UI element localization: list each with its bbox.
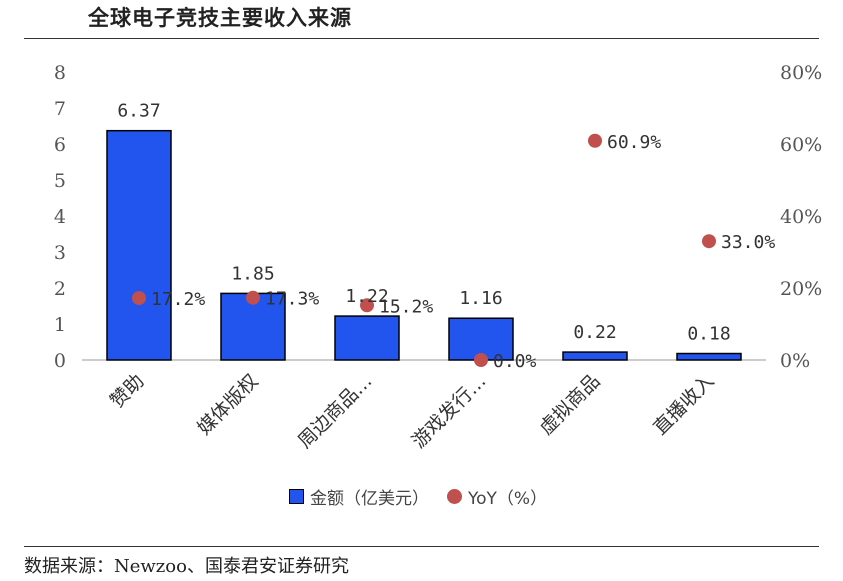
bar — [676, 352, 742, 361]
yoy-point — [588, 133, 602, 148]
y-right-tick-label: 80% — [780, 62, 822, 84]
yoy-point — [474, 353, 488, 367]
y-left-tick-label: 1 — [54, 314, 66, 336]
legend-label-amount: 金额（亿美元） — [310, 489, 429, 509]
bar-value-label: 1.85 — [231, 263, 274, 284]
yoy-value-label: 17.2% — [151, 289, 205, 310]
bar — [562, 351, 628, 361]
yoy-value-label: 17.3% — [265, 289, 319, 310]
legend-swatch-dot — [447, 489, 462, 504]
category-label: 媒体版权 — [193, 370, 262, 439]
yoy-value-label: 0.0% — [493, 351, 537, 372]
bar-value-label: 6.37 — [117, 101, 160, 122]
bar — [334, 315, 400, 361]
yoy-value-label: 60.9% — [607, 132, 661, 153]
legend-label-yoy: YoY（%） — [468, 489, 548, 509]
y-left-tick-label: 2 — [54, 278, 66, 300]
yoy-value-label: 15.2% — [379, 296, 433, 317]
y-right-tick-label: 60% — [780, 134, 822, 156]
bottom-rule — [24, 546, 819, 547]
y-left-tick-label: 6 — [54, 134, 66, 156]
bar-value-label: 0.18 — [687, 324, 730, 345]
category-label: 直播收入 — [649, 370, 718, 439]
y-right-tick-label: 20% — [780, 278, 822, 300]
yoy-point — [246, 290, 260, 305]
bar-value-label: 0.22 — [573, 322, 616, 343]
yoy-value-label: 33.0% — [721, 232, 775, 253]
bar — [106, 129, 172, 361]
y-left-tick-label: 7 — [54, 98, 66, 120]
data-source: 数据来源：Newzoo、国泰君安证券研究 — [24, 556, 349, 577]
y-right-tick-label: 40% — [780, 206, 822, 228]
legend: 金额（亿美元） YoY（%） — [289, 484, 565, 509]
legend-item-yoy: YoY（%） — [447, 484, 547, 509]
y-right-tick-label: 0% — [780, 350, 810, 372]
legend-item-amount: 金额（亿美元） — [289, 484, 429, 509]
category-label: 周边商品… — [294, 370, 377, 453]
bar-value-label: 1.16 — [459, 288, 502, 309]
category-label: 游戏发行… — [408, 370, 491, 453]
legend-swatch-bar — [289, 489, 304, 504]
bar-value-label: 1.22 — [345, 286, 388, 307]
y-left-tick-label: 3 — [54, 242, 66, 264]
yoy-point — [132, 291, 146, 306]
category-label: 虚拟商品 — [535, 370, 604, 439]
yoy-point — [360, 298, 374, 313]
chart-title: 全球电子竞技主要收入来源 — [88, 6, 352, 30]
y-left-tick-label: 8 — [54, 62, 66, 84]
category-label: 赞助 — [106, 370, 148, 412]
y-left-tick-label: 4 — [54, 206, 66, 228]
yoy-point — [702, 234, 716, 249]
y-left-tick-label: 0 — [54, 350, 66, 372]
top-rule — [24, 38, 819, 39]
y-left-tick-label: 5 — [54, 170, 66, 192]
